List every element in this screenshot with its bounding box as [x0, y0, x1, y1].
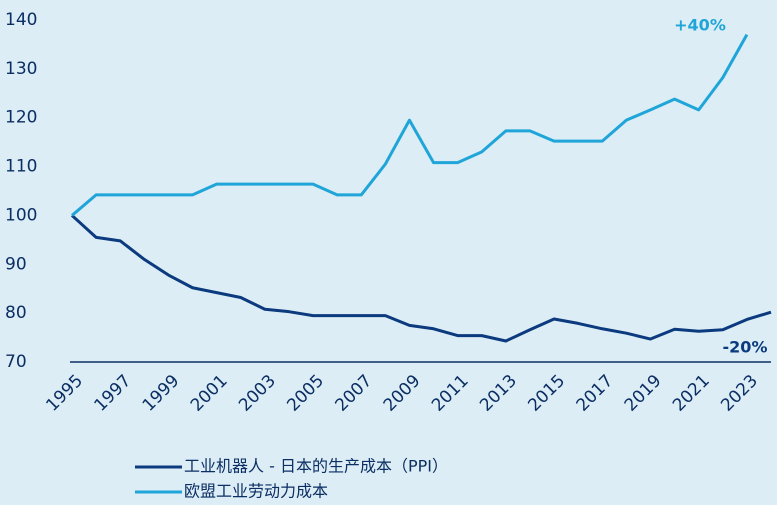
legend-label: 欧盟工业劳动力成本 — [184, 482, 328, 501]
x-tick-label: 1999 — [139, 371, 184, 416]
x-tick-label: 2021 — [669, 371, 714, 416]
x-tick-label: 2005 — [283, 371, 328, 416]
series-line — [71, 33, 749, 217]
legend-label: 工业机器人 - 日本的生产成本（PPI） — [184, 457, 448, 476]
annotation: -20% — [723, 338, 768, 357]
y-tick-label: 90 — [5, 254, 27, 274]
x-tick-label: 1995 — [42, 371, 87, 416]
y-tick-label: 80 — [5, 303, 27, 323]
y-tick-label: 70 — [5, 352, 27, 372]
annotation: +40% — [674, 16, 726, 35]
y-tick-label: 100 — [5, 205, 37, 225]
x-tick-label: 2011 — [428, 371, 473, 416]
x-tick-label: 1997 — [91, 371, 136, 416]
y-tick-label: 120 — [5, 108, 37, 128]
y-tick-label: 110 — [5, 157, 37, 177]
y-tick-label: 140 — [5, 10, 37, 30]
x-tick-label: 2013 — [476, 371, 521, 416]
x-tick-label: 2023 — [717, 371, 762, 416]
x-tick-label: 2017 — [573, 371, 618, 416]
x-tick-label: 2009 — [380, 371, 425, 416]
x-tick-label: 2001 — [187, 371, 232, 416]
series-line — [70, 214, 772, 343]
x-tick-label: 2007 — [332, 371, 377, 416]
y-tick-label: 130 — [5, 59, 37, 79]
x-tick-label: 2019 — [621, 371, 666, 416]
x-tick-label: 2015 — [524, 371, 569, 416]
x-tick-label: 2003 — [235, 371, 280, 416]
